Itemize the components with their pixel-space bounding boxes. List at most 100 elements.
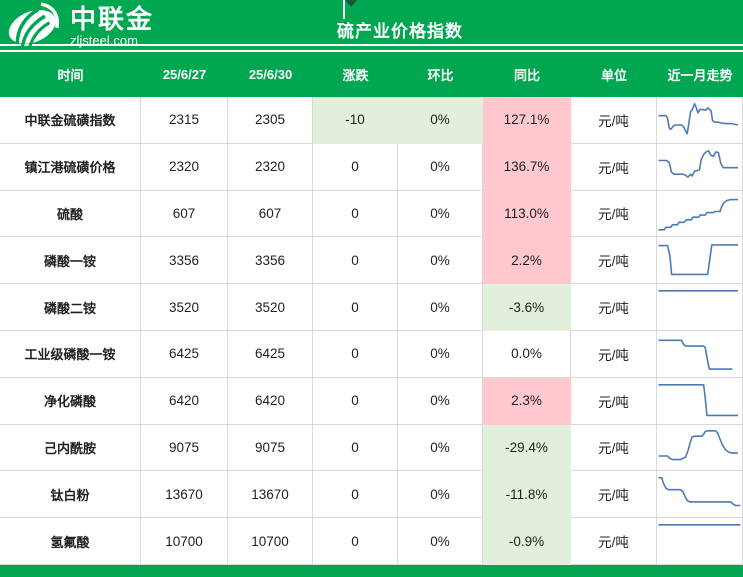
row-label: 工业级磷酸一铵 [0, 330, 141, 378]
table-body: 中联金硫磺指数 2315 2305 -10 0% 127.1% 元/吨 镇江港硫磺价格 2320… [0, 97, 743, 565]
corner-triangle-icon [345, 0, 357, 7]
trend-sparkline [658, 477, 741, 507]
report-title: 硫产业价格指数 [337, 22, 463, 41]
trend-sparkline [658, 383, 738, 416]
column-header-yoy: 同比 [513, 68, 540, 83]
logo-title: 中联金 [70, 3, 155, 34]
column-header-change: 涨跌 [342, 68, 369, 83]
row-label: 中联金硫磺指数 [0, 97, 141, 144]
divider [343, 0, 345, 19]
trend-sparkline [658, 524, 741, 526]
trend-cell [657, 237, 743, 285]
trend-sparkline [658, 149, 738, 178]
yoy-value: 2.2% [483, 237, 571, 285]
unit-value: 元/吨 [571, 518, 657, 565]
row-label: 硫酸 [0, 190, 141, 238]
trend-cell [657, 424, 743, 472]
mom-value: 0% [398, 377, 483, 425]
value-date1: 3520 [141, 284, 228, 331]
value-date2: 9075 [228, 424, 313, 472]
value-date2: 2320 [228, 143, 313, 191]
yoy-value: -11.8% [483, 471, 571, 519]
yoy-value: -29.4% [483, 424, 571, 472]
yoy-value: 136.7% [483, 143, 571, 191]
logo-leaf-icon [8, 2, 60, 49]
yoy-value: 2.3% [483, 377, 571, 425]
trend-sparkline [658, 244, 738, 276]
mom-value: 0% [398, 143, 483, 191]
column-header-mom: 环比 [427, 68, 454, 83]
value-date2: 13670 [228, 471, 313, 519]
row-label: 钛白粉 [0, 471, 141, 519]
change-value: 0 [313, 237, 398, 285]
yoy-value: 127.1% [483, 97, 571, 144]
logo-subtitle: zljsteel.com [70, 32, 138, 48]
trend-cell [657, 377, 743, 425]
change-value: 0 [313, 377, 398, 425]
row-label: 磷酸一铵 [0, 237, 141, 285]
value-date2: 2305 [228, 97, 313, 144]
change-value: 0 [313, 424, 398, 472]
row-label: 净化磷酸 [0, 377, 141, 425]
row-label: 己内酰胺 [0, 424, 141, 472]
trend-cell [657, 97, 743, 144]
mom-value: 0% [398, 97, 483, 144]
unit-value: 元/吨 [571, 424, 657, 472]
trend-cell [657, 190, 743, 238]
value-date1: 6420 [141, 377, 228, 425]
trend-sparkline [658, 198, 738, 231]
mom-value: 0% [398, 190, 483, 238]
yoy-value: -3.6% [483, 284, 571, 331]
value-date2: 3520 [228, 284, 313, 331]
logo-text: 中联金 zljsteel.com [70, 5, 154, 48]
trend-cell [657, 330, 743, 378]
trend-cell [657, 518, 743, 565]
value-date1: 6425 [141, 330, 228, 378]
column-header-date2: 25/6/30 [248, 67, 293, 82]
mom-value: 0% [398, 237, 483, 285]
trend-cell [657, 143, 743, 191]
unit-value: 元/吨 [571, 237, 657, 285]
trend-sparkline [658, 339, 733, 370]
value-date2: 607 [228, 190, 313, 238]
row-label: 磷酸二铵 [0, 284, 141, 331]
unit-value: 元/吨 [571, 330, 657, 378]
column-header-date1: 25/6/27 [162, 67, 207, 82]
mom-value: 0% [398, 471, 483, 519]
trend-sparkline [658, 102, 739, 135]
value-date2: 3356 [228, 237, 313, 285]
unit-value: 元/吨 [571, 190, 657, 238]
trend-cell [657, 471, 743, 519]
value-date1: 13670 [141, 471, 228, 519]
value-date1: 2320 [141, 143, 228, 191]
change-value: 0 [313, 330, 398, 378]
change-value: 0 [313, 284, 398, 331]
value-date2: 10700 [228, 518, 313, 565]
unit-value: 元/吨 [571, 97, 657, 144]
value-date1: 607 [141, 190, 228, 238]
mom-value: 0% [398, 284, 483, 331]
value-date2: 6425 [228, 330, 313, 378]
value-date2: 6420 [228, 377, 313, 425]
change-value: 0 [313, 190, 398, 238]
footer-bar [0, 564, 743, 577]
mom-value: 0% [398, 330, 483, 378]
column-header-unit: 单位 [600, 68, 627, 83]
value-date1: 3356 [141, 237, 228, 285]
unit-value: 元/吨 [571, 377, 657, 425]
unit-value: 元/吨 [571, 284, 657, 331]
column-header-trend: 近一月走势 [667, 68, 733, 83]
trend-sparkline [658, 290, 738, 292]
change-value: 0 [313, 143, 398, 191]
mom-value: 0% [398, 518, 483, 565]
yoy-value: 113.0% [483, 190, 571, 238]
column-header-time: 时间 [57, 68, 84, 83]
trend-sparkline [658, 430, 738, 461]
unit-value: 元/吨 [571, 471, 657, 519]
unit-value: 元/吨 [571, 143, 657, 191]
change-value: 0 [313, 471, 398, 519]
trend-cell [657, 284, 743, 331]
row-label: 镇江港硫磺价格 [0, 143, 141, 191]
value-date1: 2315 [141, 97, 228, 144]
